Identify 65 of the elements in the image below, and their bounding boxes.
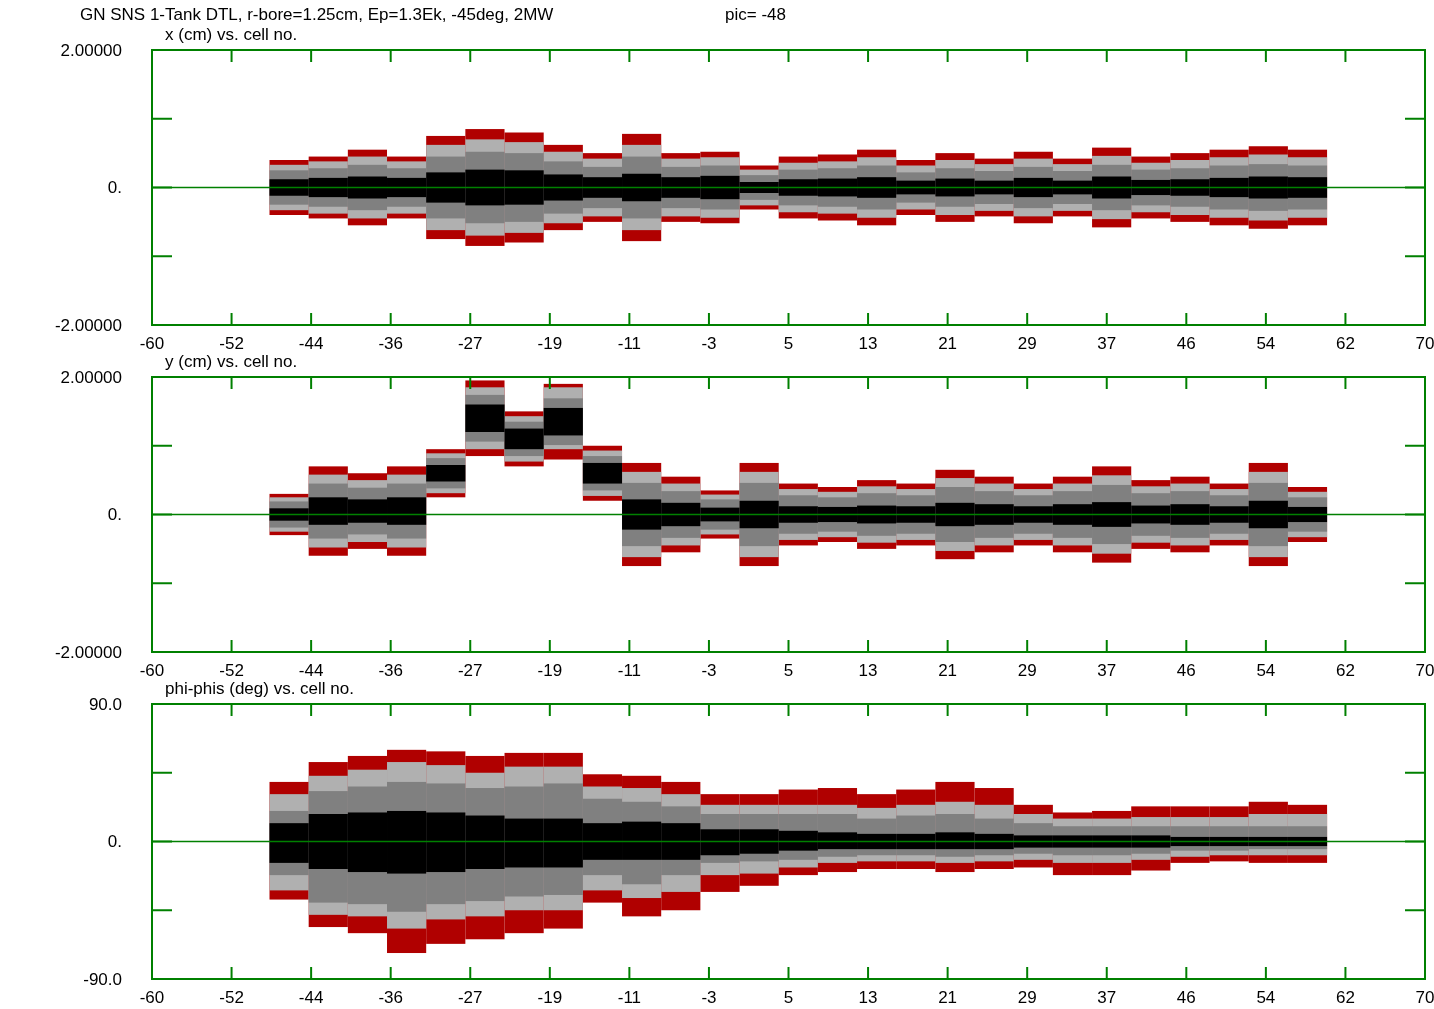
x-tick-label: -44 xyxy=(298,661,324,680)
x-tick-label: -19 xyxy=(537,334,563,353)
y-tick-label: 2.00000 xyxy=(60,40,122,60)
x-tick-label: -36 xyxy=(378,661,403,680)
y-tick-label: 0. xyxy=(107,178,122,198)
x-tick-label: -36 xyxy=(378,988,403,1007)
x-tick-label: -44 xyxy=(298,988,324,1007)
y-tick-label: 2.00000 xyxy=(60,367,122,387)
x-tick-label: 13 xyxy=(858,661,878,680)
x-tick-label: 21 xyxy=(938,334,958,353)
x-tick-label: -60 xyxy=(139,988,165,1007)
x-tick-label: -27 xyxy=(457,988,483,1007)
x-tick-label: 54 xyxy=(1256,988,1276,1007)
y-axis-title: x (cm) vs. cell no. xyxy=(165,25,298,44)
x-tick-label: -44 xyxy=(298,334,324,353)
x-tick-label: -52 xyxy=(219,661,244,680)
x-tick-label: -19 xyxy=(537,661,563,680)
x-tick-label: 37 xyxy=(1097,661,1117,680)
x-tick-label: -11 xyxy=(617,661,642,680)
x-tick-label: 5 xyxy=(783,661,794,680)
x-tick-label: 46 xyxy=(1176,988,1196,1007)
x-tick-label: -11 xyxy=(617,334,642,353)
x-tick-label: -52 xyxy=(219,334,244,353)
x-tick-label: -11 xyxy=(617,988,642,1007)
y-tick-label: -90.0 xyxy=(83,969,122,989)
x-tick-label: 37 xyxy=(1097,988,1117,1007)
y-tick-label: 0. xyxy=(107,832,122,852)
x-tick-label: 29 xyxy=(1017,988,1037,1007)
x-tick-label: -52 xyxy=(219,988,244,1007)
x-tick-label: 62 xyxy=(1335,988,1355,1007)
x-tick-label: 21 xyxy=(938,661,958,680)
y-axis-title: y (cm) vs. cell no. xyxy=(165,352,298,371)
y-tick-label: -2.00000 xyxy=(54,642,122,662)
x-tick-label: 54 xyxy=(1256,661,1276,680)
x-tick-label: 62 xyxy=(1335,334,1355,353)
x-tick-label: 46 xyxy=(1176,334,1196,353)
x-tick-label: -60 xyxy=(139,661,165,680)
x-tick-label: 37 xyxy=(1097,334,1117,353)
y-axis-title: phi-phis (deg) vs. cell no. xyxy=(165,679,354,698)
x-tick-label: -27 xyxy=(457,661,483,680)
y-tick-label: 90.0 xyxy=(88,694,122,714)
x-tick-label: 70 xyxy=(1415,661,1434,680)
x-tick-label: -3 xyxy=(701,334,717,353)
x-tick-label: 62 xyxy=(1335,661,1355,680)
x-tick-label: 13 xyxy=(858,334,878,353)
text: pic= -48 xyxy=(725,5,786,24)
x-tick-label: -3 xyxy=(701,661,717,680)
x-tick-label: 70 xyxy=(1415,334,1434,353)
x-tick-label: 5 xyxy=(783,988,794,1007)
x-tick-label: -3 xyxy=(701,988,717,1007)
x-tick-label: 54 xyxy=(1256,334,1276,353)
x-tick-label: -27 xyxy=(457,334,483,353)
x-tick-label: -60 xyxy=(139,334,165,353)
chart-title: GN SNS 1-Tank DTL, r-bore=1.25cm, Ep=1.3Ek, -45deg, 2MW xyxy=(80,5,554,24)
x-tick-label: 21 xyxy=(938,988,958,1007)
x-tick-label: 29 xyxy=(1017,334,1037,353)
x-tick-label: -19 xyxy=(537,988,563,1007)
x-tick-label: 5 xyxy=(783,334,794,353)
y-tick-label: 0. xyxy=(107,505,122,525)
x-tick-label: 13 xyxy=(858,988,878,1007)
x-tick-label: -36 xyxy=(378,334,403,353)
x-tick-label: 70 xyxy=(1415,988,1434,1007)
y-tick-label: -2.00000 xyxy=(54,315,122,335)
x-tick-label: 29 xyxy=(1017,661,1037,680)
x-tick-label: 46 xyxy=(1176,661,1196,680)
